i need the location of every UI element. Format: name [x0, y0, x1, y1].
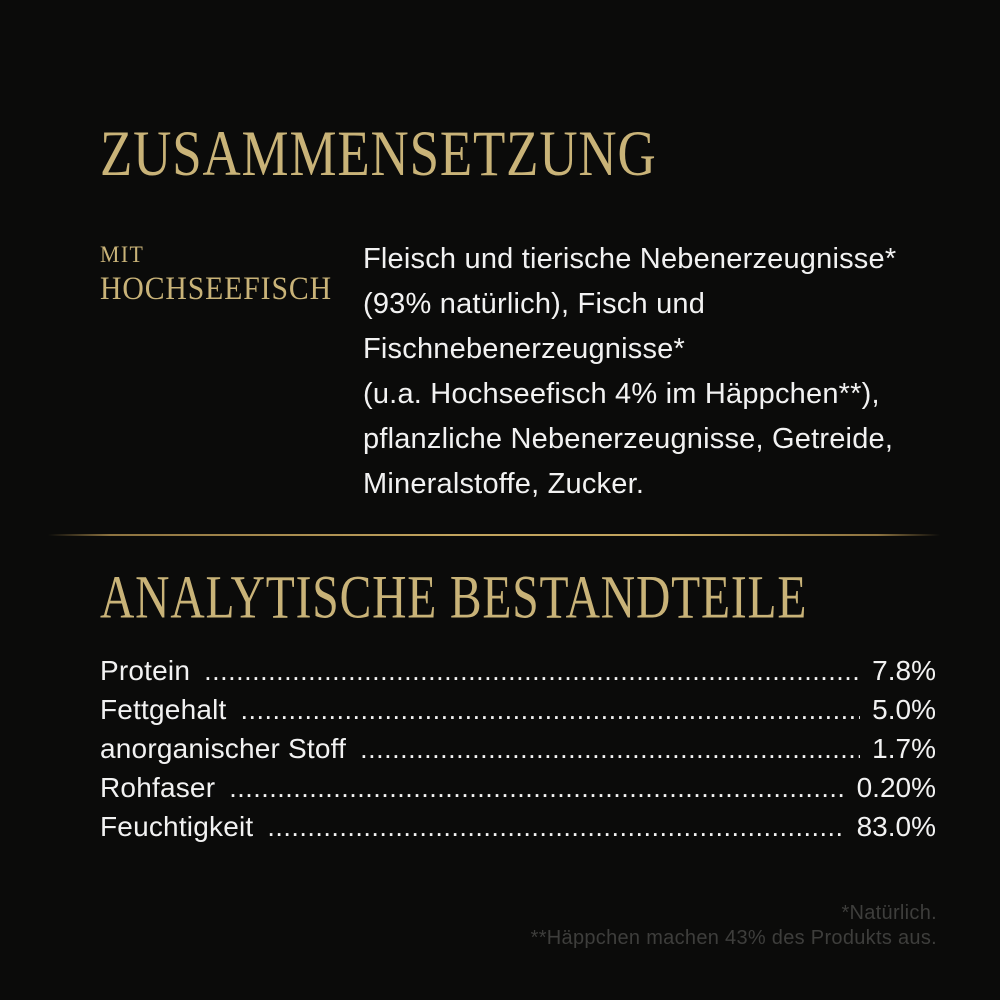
composition-title: ZUSAMMENSETZUNG [100, 117, 657, 190]
nutrient-value: 1.7% [872, 733, 936, 764]
variant-label: MIT HOCHSEEFISCH [100, 243, 358, 306]
footnote-natural: *Natürlich. [841, 902, 937, 924]
analysis-title: ANALYTISCHE BESTANDTEILE [100, 562, 808, 632]
nutrient-value: 0.20% [856, 772, 936, 803]
nutrient-label: anorganischer Stoff [100, 733, 347, 764]
table-row: anorganischer Stoff ....................… [100, 729, 936, 768]
nutrient-label: Fettgehalt [100, 694, 227, 725]
nutrient-label: Rohfaser [100, 772, 216, 803]
dot-leader: ........................................… [229, 773, 845, 803]
nutrient-label: Feuchtigkeit [100, 811, 254, 842]
nutrient-value: 5.0% [872, 694, 936, 725]
dot-leader: ........................................… [267, 812, 845, 842]
dot-leader: ........................................… [360, 734, 860, 764]
variant-name: HOCHSEEFISCH [100, 271, 332, 307]
table-row: Fettgehalt .............................… [100, 690, 936, 729]
ingredients-text: Fleisch und tierische Nebenerzeugnisse* … [363, 243, 897, 500]
table-row: Rohfaser ...............................… [100, 768, 936, 807]
dot-leader: ........................................… [204, 656, 861, 686]
analytical-table: Protein ................................… [100, 651, 936, 846]
table-row: Feuchtigkeit ...........................… [100, 807, 936, 846]
nutrient-value: 7.8% [872, 655, 936, 686]
dot-leader: ........................................… [240, 695, 861, 725]
footnote-haeppchen: **Häppchen machen 43% des Produkts aus. [530, 927, 937, 949]
section-divider [48, 534, 940, 536]
table-row: Protein ................................… [100, 651, 936, 690]
nutrient-value: 83.0% [856, 811, 936, 842]
nutrient-label: Protein [100, 655, 191, 686]
variant-prefix: MIT [100, 242, 145, 267]
footnotes: *Natürlich. **Häppchen machen 43% des Pr… [531, 901, 937, 951]
